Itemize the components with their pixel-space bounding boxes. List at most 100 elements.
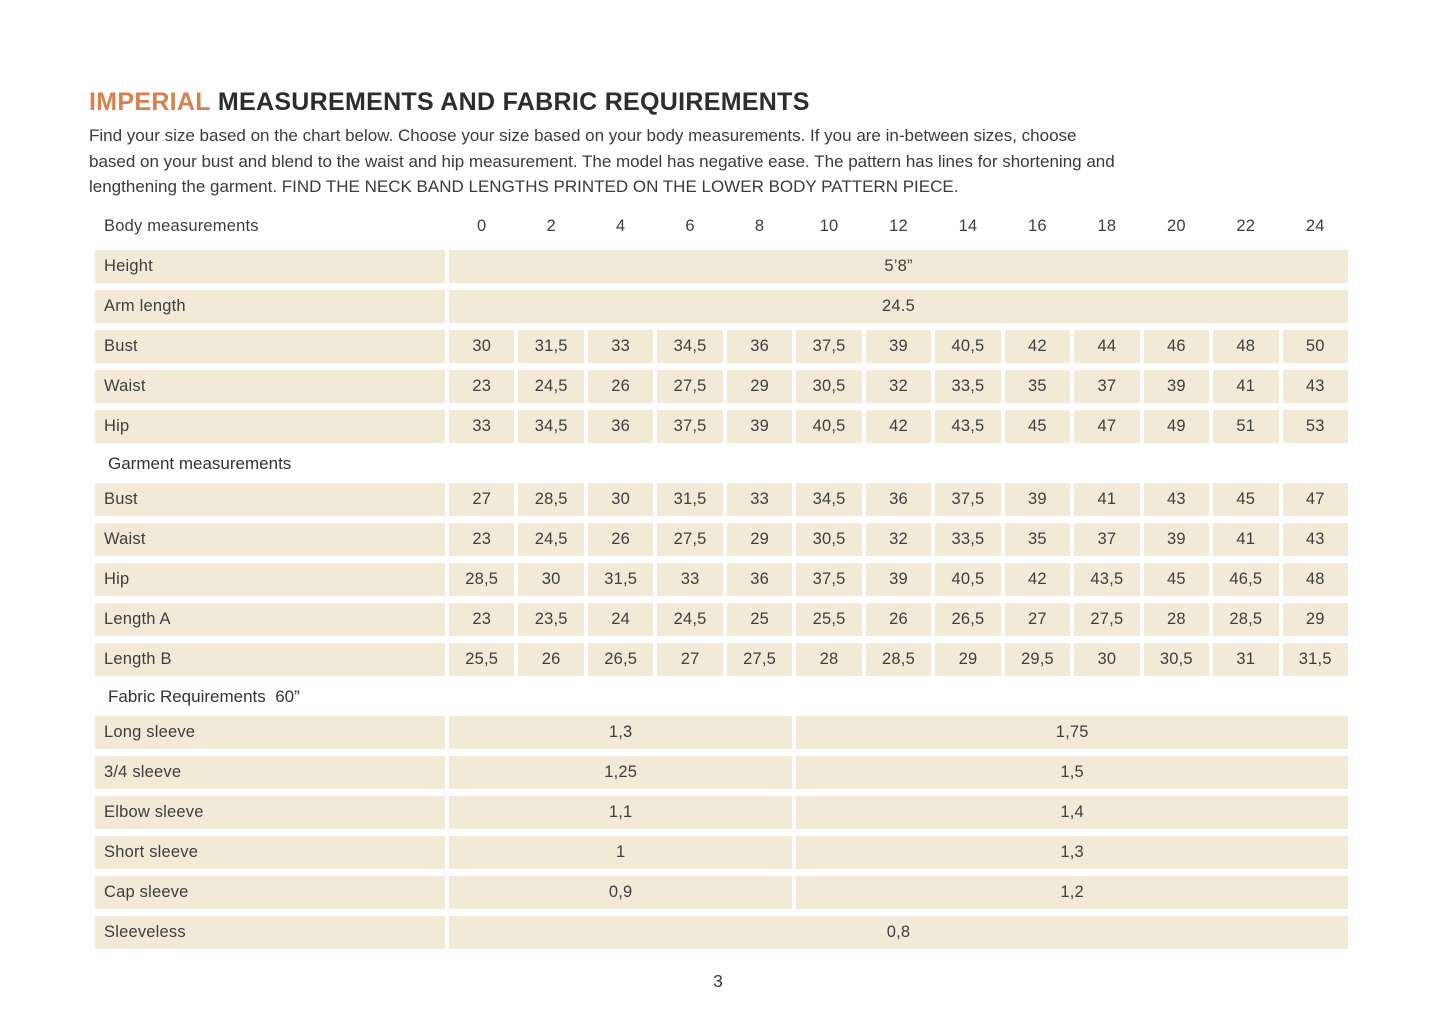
row-label: Hip — [95, 410, 445, 443]
value-cell: 1,4 — [796, 796, 1348, 829]
value-cell: 51 — [1213, 410, 1279, 443]
value-cell: 43,5 — [1074, 563, 1140, 596]
body-measurement-row: Bust 30 31,5 33 34,5 36 37,5 39 40,5 42 44 46 48 50 — [95, 330, 1348, 363]
value-cell: 23 — [449, 523, 515, 556]
value-cell: 45 — [1213, 483, 1279, 516]
row-label: Sleeveless — [95, 916, 445, 949]
fabric-requirement-row: Cap sleeve 0,9 1,2 — [95, 876, 1348, 909]
fabric-requirement-row: Sleeveless 0,8 — [95, 916, 1348, 949]
value-cell: 26 — [865, 603, 932, 636]
size-column-header: 22 — [1236, 216, 1256, 235]
value-cell: 26 — [518, 643, 584, 676]
value-cell: 33 — [587, 330, 654, 363]
fabric-requirement-row: Long sleeve 1,3 1,75 — [95, 716, 1348, 749]
value-cell: 33,5 — [935, 370, 1001, 403]
value-cell: 0,8 — [449, 916, 1348, 949]
value-cell: 28 — [1143, 603, 1210, 636]
size-column-header: 18 — [1097, 216, 1117, 235]
value-cell: 47 — [1074, 410, 1140, 443]
size-column-header: 12 — [889, 216, 908, 235]
value-cell: 1 — [449, 836, 793, 869]
value-cell: 48 — [1213, 330, 1279, 363]
value-cell: 39 — [1143, 523, 1210, 556]
value-cell: 25,5 — [796, 603, 862, 636]
title-rest: MEASUREMENTS AND FABRIC REQUIREMENTS — [217, 88, 810, 116]
value-cell: 44 — [1074, 330, 1140, 363]
value-cell: 1,75 — [796, 716, 1348, 749]
value-cell: 30 — [518, 563, 584, 596]
size-column-header: 20 — [1166, 216, 1186, 235]
value-cell: 31 — [1213, 643, 1279, 676]
value-cell: 1,25 — [449, 756, 793, 789]
value-cell: 39 — [1004, 483, 1071, 516]
garment-section-header: Garment measurements — [108, 454, 292, 473]
value-cell: 29 — [726, 523, 793, 556]
value-cell: 29,5 — [1004, 643, 1071, 676]
intro-line-3: lengthening the garment. FIND THE NECK B… — [89, 177, 959, 196]
value-cell: 35 — [1004, 523, 1071, 556]
page-number: 3 — [713, 971, 723, 991]
value-cell: 30 — [1074, 643, 1140, 676]
row-label: Long sleeve — [95, 716, 445, 749]
value-cell: 35 — [1004, 370, 1071, 403]
size-column-header: 24 — [1305, 216, 1325, 235]
value-cell: 39 — [865, 330, 932, 363]
size-column-header: 16 — [1028, 216, 1047, 235]
size-column-header: 2 — [546, 216, 556, 235]
value-cell: 41 — [1074, 483, 1140, 516]
value-cell: 24,5 — [518, 370, 584, 403]
value-cell: 1,3 — [449, 716, 793, 749]
value-cell: 30 — [587, 483, 654, 516]
value-cell: 42 — [1004, 563, 1071, 596]
value-cell: 46,5 — [1213, 563, 1279, 596]
value-cell: 0,9 — [449, 876, 793, 909]
value-cell: 43 — [1143, 483, 1210, 516]
row-label: Arm length — [95, 290, 445, 323]
page-title: IMPERIAL MEASUREMENTS AND FABRIC REQUIREM… — [89, 88, 810, 117]
value-cell: 28,5 — [865, 643, 932, 676]
intro-line-1: Find your size based on the chart below.… — [89, 126, 1077, 145]
value-cell: 28,5 — [1213, 603, 1279, 636]
value-cell: 30 — [449, 330, 515, 363]
value-cell: 48 — [1282, 563, 1348, 596]
value-cell: 49 — [1143, 410, 1210, 443]
row-label: Bust — [95, 483, 445, 516]
value-cell: 43,5 — [935, 410, 1001, 443]
garment-measurement-row: Hip 28,5 30 31,5 33 36 37,5 39 40,5 42 43,5 45 46,5 4… — [95, 563, 1348, 596]
fabric-requirement-row: Elbow sleeve 1,1 1,4 — [95, 796, 1348, 829]
value-cell: 27 — [449, 483, 515, 516]
value-cell: 24,5 — [657, 603, 723, 636]
value-cell: 29 — [935, 643, 1001, 676]
size-column-header: 10 — [819, 216, 839, 235]
table-header-label: Body measurements — [104, 216, 259, 235]
value-cell: 42 — [1004, 330, 1071, 363]
row-label: Waist — [95, 370, 445, 403]
value-cell: 39 — [1143, 370, 1210, 403]
value-cell: 27,5 — [657, 370, 723, 403]
size-chart-table: Body measurements 0 2 4 6 8 10 12 14 16 18 20 22 24 H… — [95, 213, 1348, 956]
row-label: Bust — [95, 330, 445, 363]
body-measurement-row: Hip 33 34,5 36 37,5 39 40,5 42 43,5 45 47 49 51 53 — [95, 410, 1348, 443]
value-cell: 34,5 — [657, 330, 723, 363]
value-cell: 41 — [1213, 370, 1279, 403]
value-cell: 26 — [587, 370, 654, 403]
row-label: Hip — [95, 563, 445, 596]
value-cell: 33 — [726, 483, 793, 516]
value-cell: 24,5 — [518, 523, 584, 556]
value-cell: 27,5 — [1074, 603, 1140, 636]
value-cell: 30,5 — [796, 523, 862, 556]
row-label: Elbow sleeve — [95, 796, 445, 829]
value-cell: 33,5 — [935, 523, 1001, 556]
value-cell: 43 — [1282, 370, 1348, 403]
value-cell: 27 — [1004, 603, 1071, 636]
row-label: Waist — [95, 523, 445, 556]
value-cell: 1,2 — [796, 876, 1348, 909]
fabric-requirements-rows: Long sleeve 1,3 1,75 3/4 sleeve 1,25 1,5 Elbow… — [95, 716, 1348, 949]
garment-measurement-row: Bust 27 28,5 30 31,5 33 34,5 36 37,5 39 41 43 45 47 — [95, 483, 1348, 516]
garment-measurement-row: Length B 25,5 26 26,5 27 27,5 28 28,5 29 29,5 30 30… — [95, 643, 1348, 676]
value-cell: 37,5 — [796, 563, 862, 596]
intro-line-2: based on your bust and blend to the wais… — [89, 151, 1115, 171]
value-cell: 45 — [1004, 410, 1071, 443]
garment-measurements-rows: Bust 27 28,5 30 31,5 33 34,5 36 37,5 39 41 43 45 47 Wa… — [95, 483, 1348, 676]
